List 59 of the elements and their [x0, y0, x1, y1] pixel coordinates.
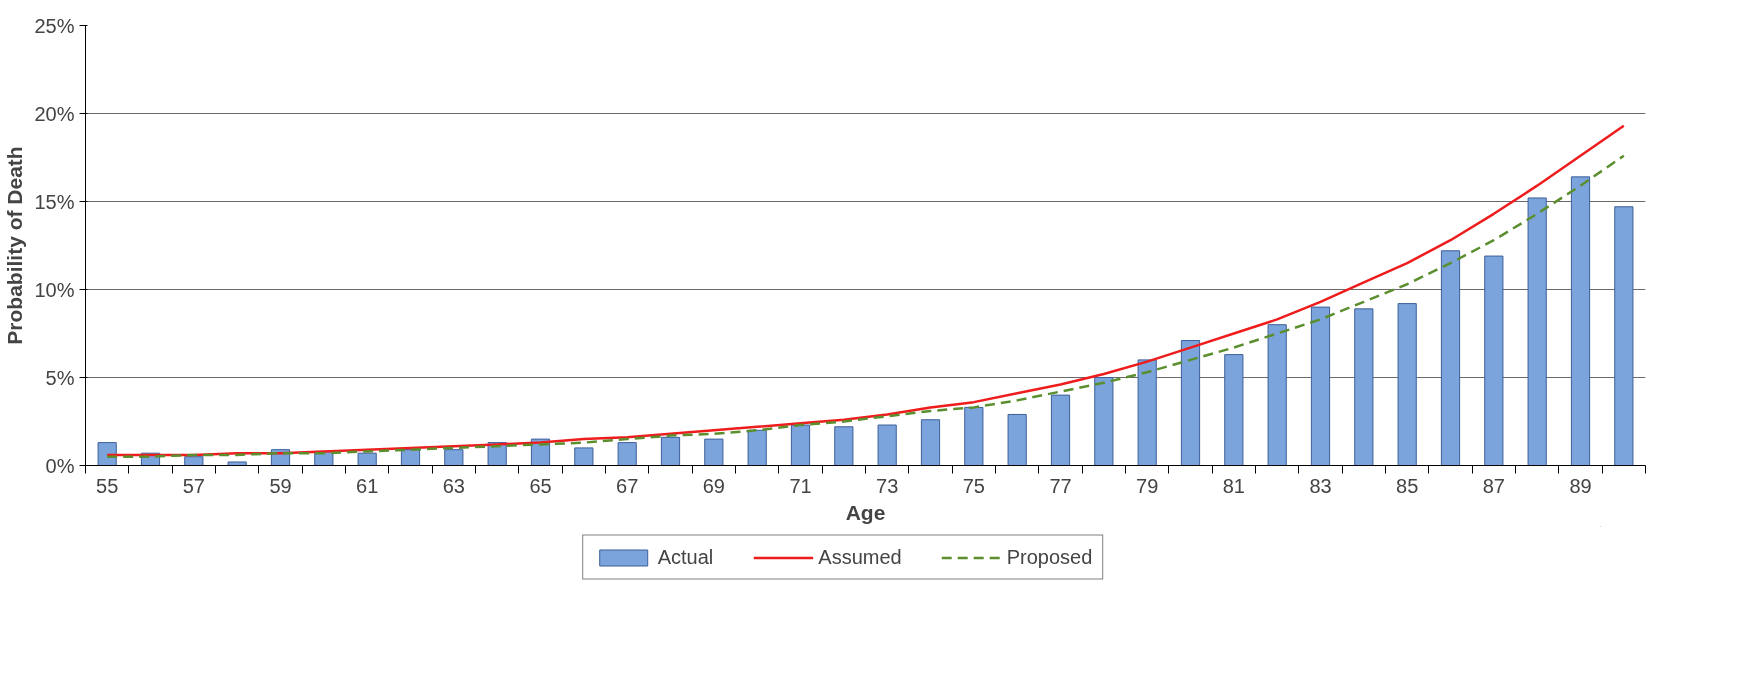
x-axis-title: Age	[845, 500, 886, 524]
bar	[1614, 206, 1634, 466]
bar	[660, 436, 681, 466]
x-tick-label: 63	[442, 474, 465, 497]
x-tick-label: 67	[616, 474, 639, 497]
x-tick-label: 69	[702, 474, 725, 497]
x-tick-label: 71	[789, 474, 812, 497]
x-tick-label: 81	[1222, 474, 1245, 497]
x-tick-label: 83	[1309, 474, 1332, 497]
bar	[1354, 308, 1374, 466]
x-tick-label: 61	[356, 474, 379, 497]
bar	[1050, 394, 1071, 466]
bar	[184, 456, 204, 466]
bar	[1094, 377, 1114, 466]
legend-label: Actual	[657, 545, 714, 569]
bar	[444, 449, 464, 466]
y-tick-label: 0%	[45, 454, 75, 477]
x-tick-label: 75	[962, 474, 985, 497]
x-tick-label: 79	[1136, 474, 1159, 497]
bar	[1137, 359, 1157, 466]
legend-label: Proposed	[1006, 545, 1093, 569]
bar	[964, 406, 984, 466]
bar	[1224, 354, 1244, 466]
bar	[227, 461, 247, 466]
bar	[790, 424, 811, 466]
x-tick-label: 55	[96, 474, 119, 497]
bar	[1484, 255, 1504, 466]
bar	[1310, 306, 1331, 466]
x-tick-label: 77	[1049, 474, 1072, 497]
y-tick-label: 25%	[34, 14, 75, 37]
bar	[97, 442, 117, 466]
bar	[834, 426, 854, 466]
bar	[747, 429, 767, 466]
bar	[1267, 324, 1287, 466]
bar	[617, 442, 637, 466]
x-tick-label: 65	[529, 474, 552, 497]
bar	[877, 424, 897, 466]
y-tick-label: 15%	[34, 190, 75, 213]
y-axis-title: Probability of Death	[3, 146, 27, 345]
bar	[704, 438, 724, 466]
x-tick-label: 73	[876, 474, 899, 497]
bar	[357, 452, 377, 466]
bar	[1180, 340, 1201, 466]
y-tick-label: 5%	[45, 366, 75, 389]
bar	[1527, 197, 1547, 466]
bar	[1007, 413, 1027, 466]
y-tick-label: 10%	[34, 278, 75, 301]
bar	[1570, 176, 1591, 466]
x-tick-label: 87	[1482, 474, 1505, 497]
bar	[1440, 250, 1461, 466]
bar	[920, 419, 941, 466]
x-tick-label: 59	[269, 474, 292, 497]
y-tick-label: 20%	[34, 102, 75, 125]
legend-label: Assumed	[818, 545, 902, 569]
x-tick-label: 89	[1569, 474, 1592, 497]
x-tick-label: 57	[182, 474, 205, 497]
bar	[574, 447, 594, 466]
x-tick-label: 85	[1396, 474, 1419, 497]
bar	[1397, 303, 1417, 466]
